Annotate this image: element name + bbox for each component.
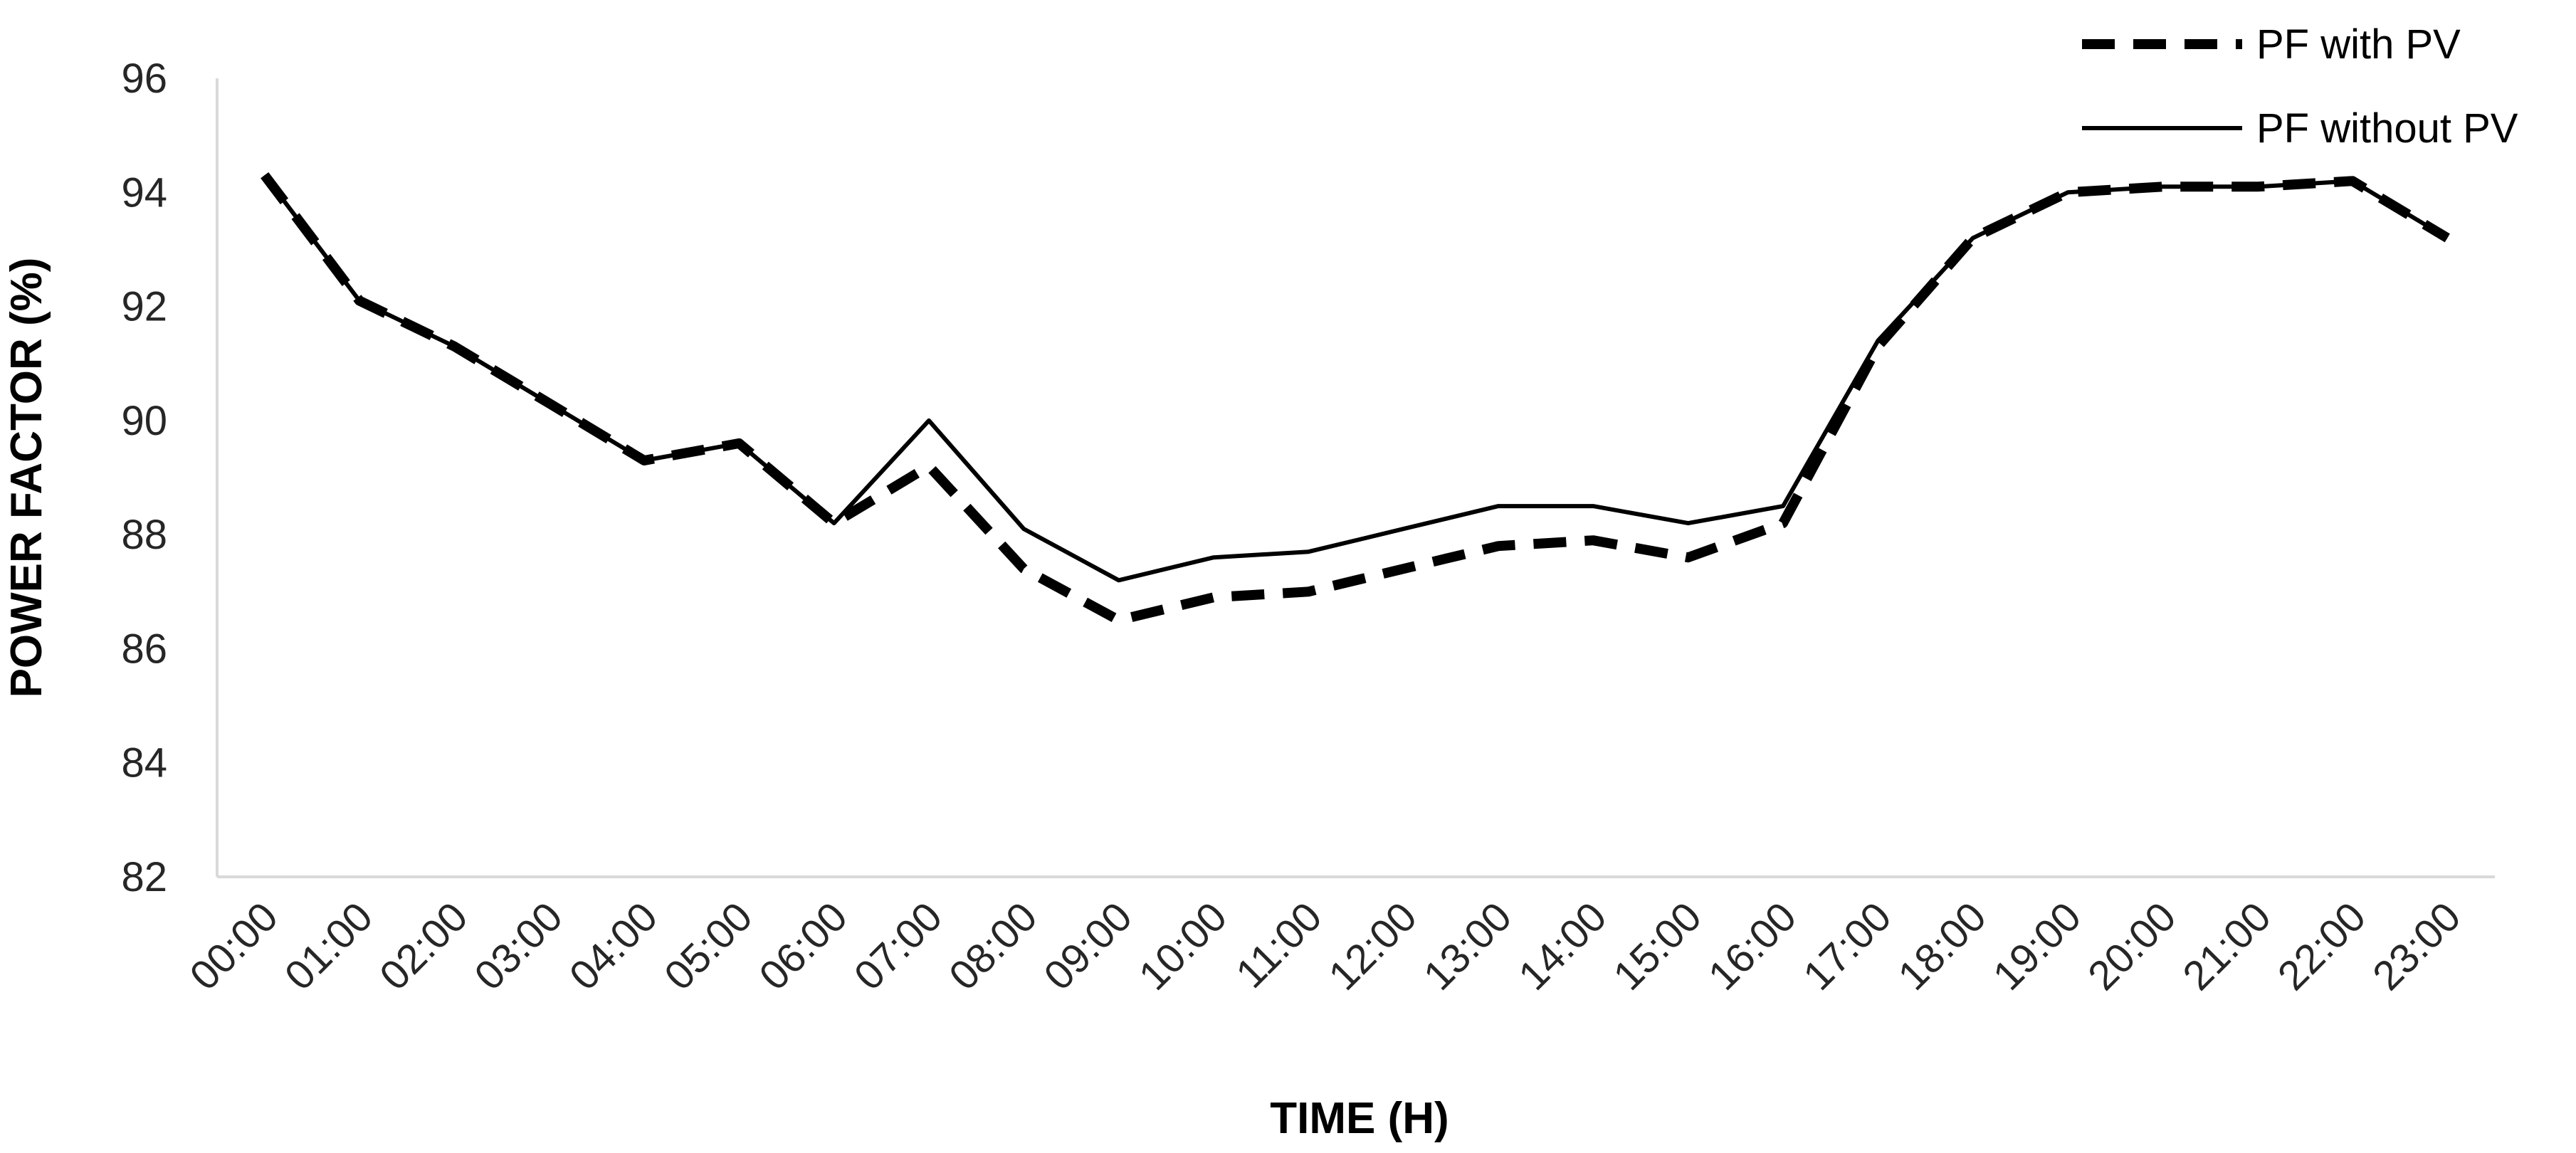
x-tick-label: 10:00	[1130, 893, 1236, 999]
y-axis-title: POWER FACTOR (%)	[2, 258, 51, 698]
legend-label: PF with PV	[2256, 21, 2461, 68]
x-tick-label: 07:00	[846, 893, 952, 999]
x-tick-label: 08:00	[940, 893, 1046, 999]
y-tick-label: 86	[121, 626, 167, 672]
x-tick-label: 05:00	[656, 893, 762, 999]
legend-label: PF without PV	[2256, 105, 2518, 152]
x-tick-label: 19:00	[1984, 893, 2091, 999]
x-tick-label: 01:00	[276, 893, 382, 999]
x-tick-label: 03:00	[466, 893, 572, 999]
x-tick-label: 13:00	[1415, 893, 1521, 999]
legend: PF with PV PF without PV	[2082, 21, 2518, 152]
x-tick-label: 16:00	[1700, 893, 1806, 999]
series-line-pf-with-pv	[261, 172, 2450, 626]
y-tick-label: 82	[121, 854, 167, 900]
y-axis-ticks: 82 84 86 88 90 92 94 96	[121, 56, 167, 900]
x-tick-label: 04:00	[561, 893, 667, 999]
x-axis-ticks: 00:0001:0002:0003:0004:0005:0006:0007:00…	[181, 893, 2469, 999]
x-tick-label: 14:00	[1510, 893, 1616, 999]
y-tick-label: 96	[121, 56, 167, 102]
x-tick-label: 15:00	[1604, 893, 1710, 999]
y-tick-label: 88	[121, 512, 167, 558]
x-tick-label: 17:00	[1794, 893, 1901, 999]
x-tick-label: 22:00	[2269, 893, 2375, 999]
y-tick-label: 94	[121, 169, 167, 216]
x-axis-title: TIME (H)	[1270, 1094, 1449, 1143]
x-tick-label: 20:00	[2079, 893, 2185, 999]
y-tick-label: 92	[121, 284, 167, 330]
x-tick-label: 23:00	[2364, 893, 2470, 999]
x-tick-label: 02:00	[371, 893, 477, 999]
x-tick-label: 06:00	[750, 893, 856, 999]
x-tick-label: 21:00	[2174, 893, 2280, 999]
x-tick-label: 18:00	[1889, 893, 1995, 999]
series-line-pf-without-pv	[263, 174, 2449, 583]
y-tick-label: 90	[121, 398, 167, 444]
series-group	[261, 172, 2450, 626]
x-tick-label: 12:00	[1320, 893, 1426, 999]
x-tick-label: 11:00	[1227, 893, 1331, 997]
x-tick-label: 09:00	[1035, 893, 1141, 999]
y-tick-label: 84	[121, 740, 167, 786]
x-tick-label: 00:00	[181, 893, 287, 999]
